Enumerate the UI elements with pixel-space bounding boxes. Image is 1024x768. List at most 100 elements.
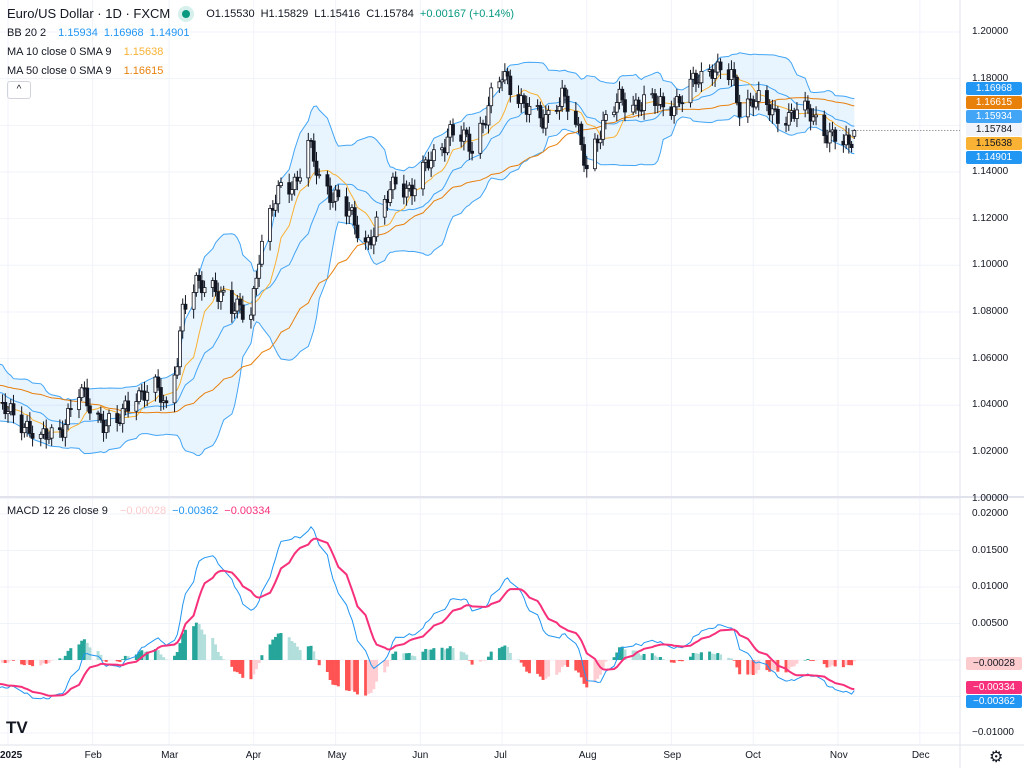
candle [183,303,188,310]
macd-histogram-bar [481,660,485,661]
candle [6,411,10,415]
macd-histogram-bar [424,649,428,660]
time-axis-label: Apr [245,750,262,761]
macd-histogram-bar [194,622,198,660]
macd-signal-value: −0.00334 [224,505,271,517]
macd-histogram-bar [738,660,742,675]
macd-legend[interactable]: MACD 12 26 close 9 −0.00028 −0.00362 −0.… [7,505,270,517]
price-tick-label: 1.00000 [972,492,1009,504]
candle [156,376,161,388]
macd-histogram-bar [653,655,657,660]
candle [737,102,742,118]
candle [238,298,242,306]
macd-histogram-bar [547,660,551,677]
candle [557,105,562,111]
candle [805,100,810,110]
macd-histogram-bar [727,657,731,660]
candle [115,413,120,424]
macd-histogram-bar [560,660,564,667]
macd-histogram-bar [328,660,332,680]
macd-histogram-bar [680,660,684,662]
macd-histogram-bar [522,660,526,667]
macd-histogram-bar [159,654,163,660]
candle [254,277,259,289]
candle [374,216,379,238]
time-axis-label: Jul [494,750,507,761]
candle [213,280,218,293]
settings-gear-icon[interactable]: ⚙ [989,749,1004,766]
macd-histogram-bar [41,660,45,664]
macd-histogram-bar [538,660,542,677]
ma50-legend[interactable]: MA 50 close 0 SMA 9 1.16615 [7,65,163,77]
macd-histogram-bar [306,646,310,660]
macd-histogram-bar [254,660,258,670]
macd-histogram-bar [465,654,469,660]
macd-histogram-bar [293,642,297,660]
macd-histogram-bar [814,660,818,661]
close-value: C1.15784 [366,7,414,20]
macd-histogram-bar [519,660,523,663]
price-axis-label: 1.15934 [966,110,1022,123]
macd-histogram-bar [369,660,373,693]
macd-histogram-bar [85,642,89,660]
candle [30,433,35,439]
macd-histogram-bar [429,649,433,660]
macd-histogram-bar [366,660,370,694]
collapse-legend-button[interactable]: ^ [7,81,31,99]
candle [325,174,330,187]
macd-histogram-bar [334,660,338,686]
bb-basis-line [0,83,855,425]
candle [612,111,616,116]
macd-tick-label: 0.00500 [972,617,1009,629]
macd-histogram-bar [596,660,600,679]
macd-histogram-bar [751,660,755,675]
candle [3,402,8,415]
macd-histogram-bar [391,653,395,660]
ma10-legend[interactable]: MA 10 close 0 SMA 9 1.15638 [7,46,163,58]
macd-histogram-bar [276,633,280,660]
macd-histogram-bar [153,649,157,660]
macd-histogram-bar [691,652,695,660]
macd-histogram-bar [451,648,455,660]
bb-legend[interactable]: BB 20 2 1.15934 1.16968 1.14901 [7,27,189,39]
macd-histogram-bar [20,660,24,665]
candle [688,78,693,104]
symbol-title[interactable]: Euro/US Dollar · 1D · FXCM [7,6,171,21]
macd-histogram-bar [336,660,340,687]
candle [672,106,677,117]
macd-histogram-bar [497,648,501,660]
macd-histogram-bar [432,648,436,660]
candle [699,71,704,84]
candle [623,99,627,113]
candle [431,149,436,162]
macd-histogram-bar [364,660,368,696]
macd-histogram-bar [811,660,815,661]
macd-histogram-bar [290,641,294,660]
macd-histogram-bar [536,660,540,674]
macd-histogram-bar [506,646,510,660]
macd-histogram-bar [274,636,278,660]
macd-histogram-bar [145,651,149,660]
price-tick-label: 1.10000 [972,259,1009,271]
macd-histogram-bar [279,633,283,660]
macd-histogram-bar [623,649,627,660]
price-tick-label: 1.04000 [972,399,1009,411]
macd-histogram-bar [241,660,245,678]
macd-histogram-bar [585,660,589,688]
tradingview-logo[interactable]: TV [6,718,28,737]
macd-histogram-bar [63,655,67,660]
price-tick-label: 1.08000 [972,305,1009,317]
candle [680,102,685,105]
macd-histogram-bar [260,655,264,660]
macd-histogram-bar [446,648,450,660]
time-axis-label: Oct [745,750,761,761]
macd-histogram-bar [729,658,733,660]
macd-histogram-bar [697,653,701,660]
candle [44,428,49,440]
macd-histogram-bar [375,660,379,682]
macd-histogram-bar [601,660,605,668]
candle [279,182,283,187]
candle [259,240,264,265]
macd-histogram-bar [708,651,712,660]
